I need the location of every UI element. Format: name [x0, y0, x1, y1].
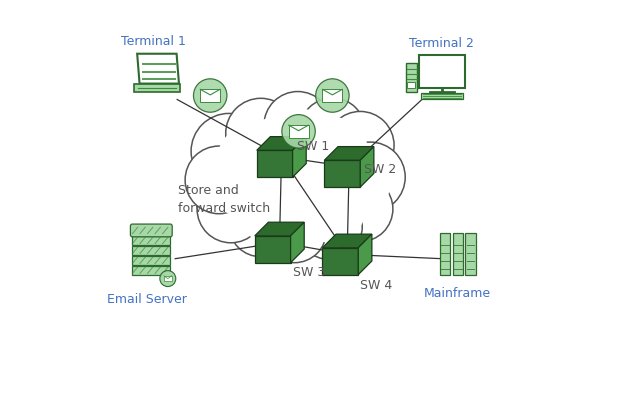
Circle shape [227, 167, 299, 239]
Circle shape [310, 143, 390, 223]
Circle shape [191, 113, 267, 189]
Circle shape [283, 115, 370, 203]
Polygon shape [322, 248, 358, 275]
Bar [322, 89, 342, 102]
Bar [132, 246, 170, 255]
Text: Mainframe: Mainframe [424, 287, 491, 300]
Bar [419, 55, 465, 88]
Circle shape [294, 171, 366, 243]
Circle shape [264, 92, 332, 159]
Bar [164, 276, 172, 281]
Bar [132, 266, 170, 275]
Text: SW 3: SW 3 [292, 266, 325, 279]
FancyBboxPatch shape [130, 224, 172, 237]
Polygon shape [291, 222, 304, 263]
Circle shape [251, 107, 338, 195]
Polygon shape [324, 146, 374, 160]
Circle shape [251, 107, 338, 195]
Circle shape [328, 176, 393, 242]
Circle shape [310, 143, 390, 223]
Circle shape [194, 79, 227, 112]
Polygon shape [292, 137, 306, 177]
Polygon shape [360, 146, 374, 187]
FancyBboxPatch shape [134, 84, 180, 92]
Polygon shape [256, 150, 292, 177]
Circle shape [203, 143, 274, 215]
Text: Terminal 2: Terminal 2 [409, 37, 474, 50]
Polygon shape [322, 234, 372, 248]
Bar [200, 89, 220, 102]
Circle shape [215, 119, 310, 215]
Circle shape [327, 111, 394, 179]
Text: SW 2: SW 2 [365, 163, 396, 176]
Circle shape [300, 98, 365, 163]
Circle shape [227, 167, 299, 239]
Circle shape [282, 115, 315, 148]
Circle shape [160, 271, 176, 287]
Bar [453, 233, 463, 275]
Circle shape [297, 194, 362, 259]
Bar [132, 256, 170, 265]
Circle shape [283, 115, 370, 203]
Bar [407, 82, 415, 88]
Bar [289, 125, 309, 138]
Circle shape [263, 199, 327, 263]
Text: Email Server: Email Server [107, 293, 188, 306]
Bar [421, 93, 463, 99]
Circle shape [335, 142, 406, 212]
Circle shape [197, 175, 265, 243]
Bar [440, 233, 450, 275]
Circle shape [259, 179, 330, 251]
Polygon shape [256, 137, 306, 150]
Polygon shape [324, 160, 360, 187]
Polygon shape [358, 234, 372, 275]
Bar [406, 63, 417, 92]
Circle shape [225, 98, 296, 168]
Text: Terminal 1: Terminal 1 [121, 35, 186, 48]
Circle shape [294, 171, 366, 243]
Text: SW 4: SW 4 [360, 279, 392, 292]
Circle shape [315, 79, 349, 112]
Polygon shape [255, 222, 304, 236]
Polygon shape [255, 236, 291, 263]
Bar [132, 236, 170, 245]
Circle shape [215, 119, 310, 215]
Bar [465, 233, 476, 275]
Circle shape [259, 179, 330, 251]
Circle shape [185, 146, 253, 214]
Polygon shape [137, 54, 179, 84]
Text: Store and
forward switch: Store and forward switch [178, 183, 271, 215]
Circle shape [229, 193, 292, 257]
Text: SW 1: SW 1 [297, 140, 329, 153]
Circle shape [203, 143, 274, 215]
